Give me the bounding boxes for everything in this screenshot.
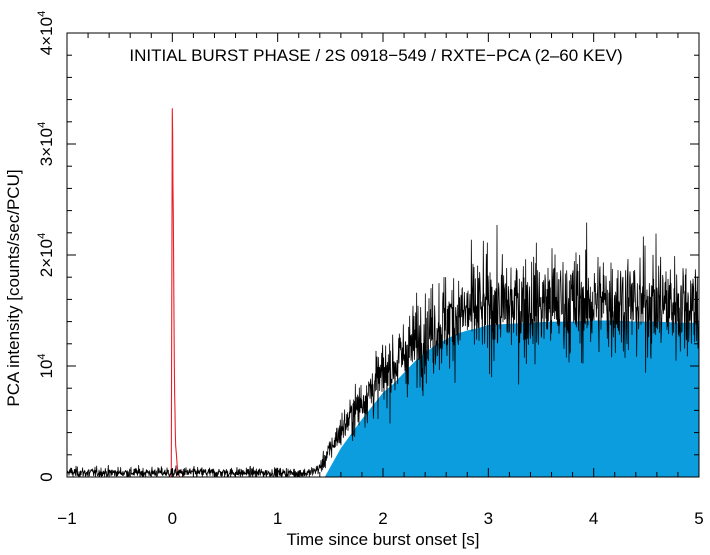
- x-axis-label: Time since burst onset [s]: [286, 530, 479, 549]
- y-tick-label-text: 3×104: [36, 122, 56, 166]
- y-tick-label-text: 4×104: [36, 11, 56, 55]
- y-tick-label: 3×104: [36, 122, 56, 166]
- x-tick-label: 4: [589, 509, 598, 528]
- y-tick-label: 0: [37, 472, 56, 481]
- series-line-0: [170, 108, 181, 478]
- y-tick-label-text: 104: [36, 353, 56, 378]
- burst-fill: [67, 320, 699, 477]
- y-tick-label-text: 0: [37, 472, 56, 481]
- y-axis-label: PCA intensity [counts/sec/PCU]: [4, 169, 23, 406]
- y-tick-label: 4×104: [36, 11, 56, 55]
- x-tick-label: −1: [57, 509, 76, 528]
- x-tick-label: 1: [273, 509, 282, 528]
- x-tick-label: 3: [484, 509, 493, 528]
- burst-fill-area: [67, 320, 699, 477]
- x-tick-label: 0: [168, 509, 177, 528]
- y-tick-label-text: 2×104: [36, 233, 56, 277]
- tick-marks: [66, 32, 700, 478]
- y-tick-label: 104: [36, 353, 56, 378]
- tick-labels: −1 0 1 2 3 4 5 0 104 2×104 3×104 4×104: [36, 11, 704, 528]
- chart-title: INITIAL BURST PHASE / 2S 0918−549 / RXTE…: [129, 46, 622, 65]
- x-tick-label: 5: [694, 509, 703, 528]
- y-tick-label: 2×104: [36, 233, 56, 277]
- x-tick-label: 2: [378, 509, 387, 528]
